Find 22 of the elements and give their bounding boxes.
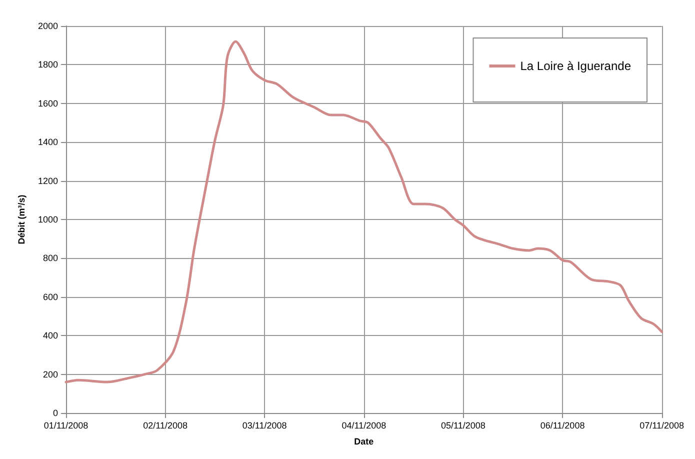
legend-label: La Loire à Iguerande	[520, 59, 632, 73]
y-tick-label: 600	[42, 292, 58, 302]
y-tick-label: 200	[42, 369, 58, 380]
x-tick-label: 02/11/2008	[143, 420, 188, 430]
y-tick-label: 1000	[38, 214, 58, 224]
y-tick-label: 800	[42, 253, 58, 264]
y-tick-label: 1800	[38, 60, 58, 70]
y-tick-label: 0	[52, 408, 58, 418]
x-tick-label: 03/11/2008	[242, 420, 287, 430]
y-tick-label: 1600	[38, 98, 58, 108]
x-axis-title: Date	[354, 436, 374, 446]
x-tick-label: 06/11/2008	[540, 420, 585, 430]
y-tick-label: 1200	[38, 176, 58, 186]
y-tick-label: 400	[42, 330, 58, 341]
y-axis-title: Débit (m³/s)	[16, 194, 26, 244]
x-tick-label: 01/11/2008	[44, 420, 88, 430]
y-tick-label: 2000	[38, 21, 58, 31]
y-tick-label: 1400	[38, 137, 58, 148]
line-series	[64, 40, 664, 384]
x-tick-label: 07/11/2008	[640, 420, 684, 430]
x-tick-label: 04/11/2008	[342, 420, 386, 430]
x-tick-label: 05/11/2008	[441, 420, 486, 430]
